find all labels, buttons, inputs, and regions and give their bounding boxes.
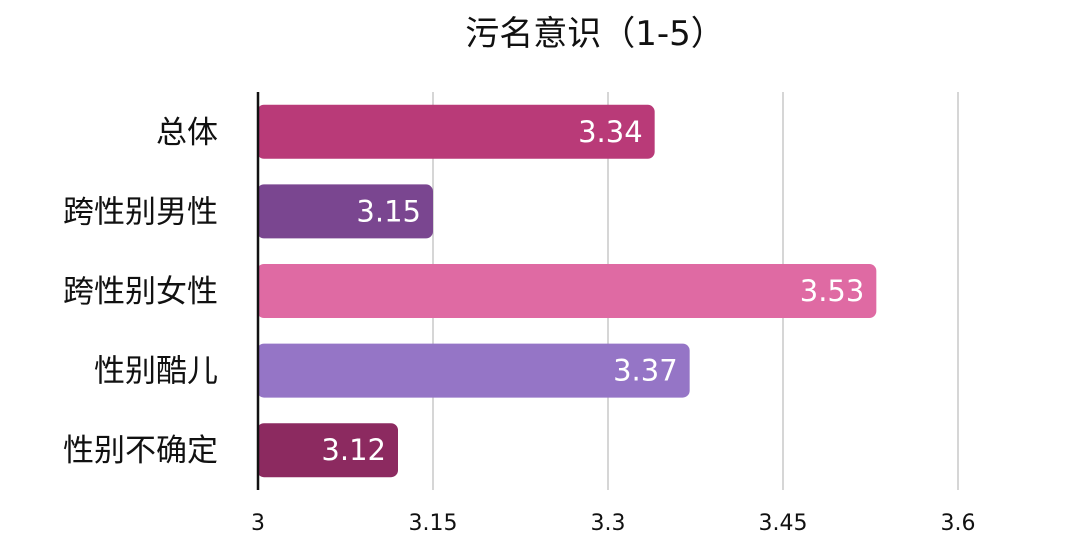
category-label: 性别不确定	[63, 433, 218, 469]
bar	[257, 104, 655, 159]
category-label: 跨性别女性	[63, 274, 218, 310]
data-label: 3.34	[578, 115, 643, 149]
x-tick-labels: 3 3.15 3.3 3.45 3.6	[251, 511, 976, 536]
data-label: 3.15	[356, 194, 421, 228]
chart-title: 污名意识（1-5）	[465, 14, 725, 54]
bar	[257, 423, 398, 478]
category-label: 跨性别男性	[63, 194, 218, 230]
x-tick-label: 3.15	[409, 511, 458, 536]
bar	[257, 264, 877, 318]
data-label: 3.53	[800, 274, 865, 308]
x-tick-label: 3.6	[941, 511, 976, 536]
bar	[257, 184, 433, 239]
data-label: 3.37	[613, 354, 678, 388]
data-label: 3.12	[321, 433, 386, 467]
x-tick-label: 3.45	[759, 511, 808, 536]
bar	[257, 343, 690, 398]
bars-group: 3.34 3.15 3.53 3.37 3.12	[256, 92, 877, 490]
x-tick-label: 3.3	[591, 511, 626, 536]
category-label: 性别酷儿	[94, 354, 218, 390]
category-label: 总体	[156, 115, 218, 151]
x-tick-label: 3	[251, 511, 265, 536]
